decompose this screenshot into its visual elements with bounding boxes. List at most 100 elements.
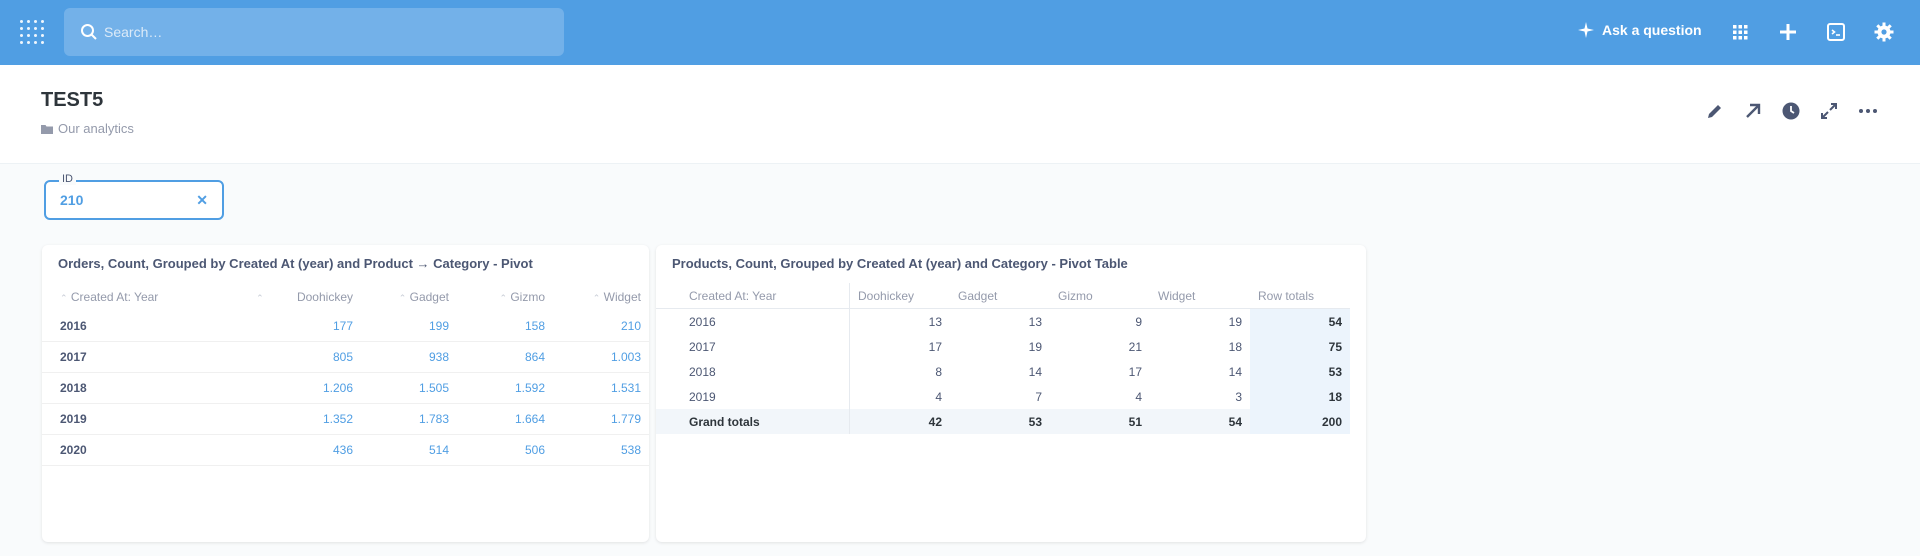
table-cell[interactable]: 42 <box>849 409 950 434</box>
table-cell[interactable]: 13 <box>928 314 942 329</box>
row-year: 2016 <box>42 311 225 342</box>
row-year: 2016 <box>656 308 850 334</box>
table-cell[interactable]: 17 <box>1128 364 1142 379</box>
sparkle-icon <box>1578 22 1594 38</box>
column-header[interactable]: Doohickey <box>849 283 950 309</box>
table-cell[interactable]: 199 <box>361 311 457 342</box>
collection-name: Our analytics <box>58 121 134 136</box>
row-year: 2018 <box>42 372 225 404</box>
table-cell[interactable]: 4 <box>1135 389 1142 404</box>
column-header[interactable]: ⌃ Doohickey <box>256 290 353 304</box>
column-header[interactable]: Gadget <box>950 283 1050 309</box>
metabase-logo-icon[interactable] <box>20 20 46 46</box>
table-cell[interactable]: 4 <box>935 389 942 404</box>
grid-icon[interactable] <box>1729 21 1751 43</box>
table-cell[interactable]: 938 <box>361 341 457 373</box>
row-total-cell[interactable]: 75 <box>1250 334 1350 359</box>
table-row: 2017 805 938 864 1.003 <box>42 341 649 373</box>
plus-icon[interactable] <box>1777 21 1799 43</box>
row-year: 2019 <box>42 403 225 435</box>
column-header[interactable]: ⌃ Widget <box>592 290 641 304</box>
row-year: 2019 <box>656 384 850 409</box>
table-cell[interactable]: 54 <box>1150 409 1250 434</box>
table-cell[interactable]: 1.206 <box>225 372 361 404</box>
column-header[interactable]: Gizmo <box>1050 283 1150 309</box>
dashboard-title[interactable]: TEST5 <box>41 89 104 111</box>
table-row: 2016 13 13 9 19 54 <box>656 308 1350 334</box>
column-header[interactable]: Created At: Year <box>656 283 850 309</box>
table-cell[interactable]: 1.664 <box>457 403 553 435</box>
sql-editor-icon[interactable] <box>1825 21 1847 43</box>
table-cell[interactable]: 1.505 <box>361 372 457 404</box>
table-row: 2016 177 199 158 210 <box>42 311 649 342</box>
table-cell[interactable]: 3 <box>1235 389 1242 404</box>
grand-totals-row: Grand totals 42 53 51 54 200 <box>656 409 1350 434</box>
table-cell[interactable]: 19 <box>1028 339 1042 354</box>
table-cell[interactable]: 53 <box>950 409 1050 434</box>
collection-breadcrumb[interactable]: Our analytics <box>41 121 134 136</box>
row-total-cell[interactable]: 18 <box>1250 384 1350 409</box>
table-cell[interactable]: 1.531 <box>553 372 649 404</box>
table-cell[interactable]: 436 <box>225 434 361 466</box>
more-options-icon[interactable] <box>1857 100 1879 122</box>
table-cell[interactable]: 17 <box>928 339 942 354</box>
clear-filter-icon[interactable]: ✕ <box>196 192 208 208</box>
expand-icon[interactable] <box>1818 100 1840 122</box>
id-filter-widget[interactable]: ID 210 ✕ <box>44 173 224 220</box>
search-bar[interactable]: Search… <box>64 8 564 56</box>
folder-icon <box>41 124 53 134</box>
grand-total-cell[interactable]: 200 <box>1250 409 1350 434</box>
table-cell[interactable]: 9 <box>1135 314 1142 329</box>
clock-icon[interactable] <box>1780 100 1802 122</box>
top-navigation-bar: Search… Ask a question <box>0 0 1920 65</box>
ask-question-button[interactable]: Ask a question <box>1578 22 1702 38</box>
table-cell[interactable]: 1.783 <box>361 403 457 435</box>
table-row: 2018 1.206 1.505 1.592 1.531 <box>42 372 649 404</box>
column-header[interactable]: ⌃ Gadget <box>398 290 449 304</box>
gear-icon[interactable] <box>1873 21 1895 43</box>
search-icon <box>81 24 97 40</box>
row-total-cell[interactable]: 54 <box>1250 308 1350 334</box>
table-cell[interactable]: 1.592 <box>457 372 553 404</box>
table-header-row: ⌃ Created At: Year ⌃ Doohickey ⌃ Gadget … <box>42 283 649 311</box>
search-placeholder[interactable]: Search… <box>104 24 163 40</box>
products-pivot-table: Created At: Year Doohickey Gadget Gizmo … <box>656 283 1350 434</box>
table-cell[interactable]: 506 <box>457 434 553 466</box>
table-cell[interactable]: 14 <box>1028 364 1042 379</box>
products-pivot-card: Products, Count, Grouped by Created At (… <box>656 245 1366 542</box>
table-cell[interactable]: 13 <box>1028 314 1042 329</box>
table-row: 2020 436 514 506 538 <box>42 434 649 466</box>
card-title[interactable]: Orders, Count, Grouped by Created At (ye… <box>58 256 533 271</box>
column-header[interactable]: ⌃ Gizmo <box>499 290 545 304</box>
table-cell[interactable]: 14 <box>1228 364 1242 379</box>
filter-value[interactable]: 210 <box>60 192 84 208</box>
table-cell[interactable]: 1.003 <box>553 341 649 373</box>
table-cell[interactable]: 210 <box>553 311 649 342</box>
table-cell[interactable]: 18 <box>1228 339 1242 354</box>
table-cell[interactable]: 177 <box>225 311 361 342</box>
column-header[interactable]: ⌃ Created At: Year <box>60 290 159 304</box>
row-total-cell[interactable]: 53 <box>1250 359 1350 384</box>
table-cell[interactable]: 514 <box>361 434 457 466</box>
table-cell[interactable]: 805 <box>225 341 361 373</box>
filter-label: ID <box>59 173 76 185</box>
table-cell[interactable]: 864 <box>457 341 553 373</box>
row-year: 2017 <box>656 334 850 359</box>
table-cell[interactable]: 21 <box>1128 339 1142 354</box>
table-cell[interactable]: 538 <box>553 434 649 466</box>
column-header[interactable]: Widget <box>1150 283 1250 309</box>
table-cell[interactable]: 1.352 <box>225 403 361 435</box>
table-row: 2018 8 14 17 14 53 <box>656 359 1350 384</box>
table-cell[interactable]: 51 <box>1050 409 1150 434</box>
table-cell[interactable]: 8 <box>935 364 942 379</box>
card-title[interactable]: Products, Count, Grouped by Created At (… <box>672 256 1128 271</box>
column-header[interactable]: Row totals <box>1250 283 1350 309</box>
table-cell[interactable]: 7 <box>1035 389 1042 404</box>
table-cell[interactable]: 158 <box>457 311 553 342</box>
share-arrow-icon[interactable] <box>1742 100 1764 122</box>
row-year: 2020 <box>42 434 225 466</box>
table-cell[interactable]: 19 <box>1228 314 1242 329</box>
dashboard-header: TEST5 Our analytics <box>0 65 1920 164</box>
table-cell[interactable]: 1.779 <box>553 403 649 435</box>
pencil-icon[interactable] <box>1704 100 1726 122</box>
